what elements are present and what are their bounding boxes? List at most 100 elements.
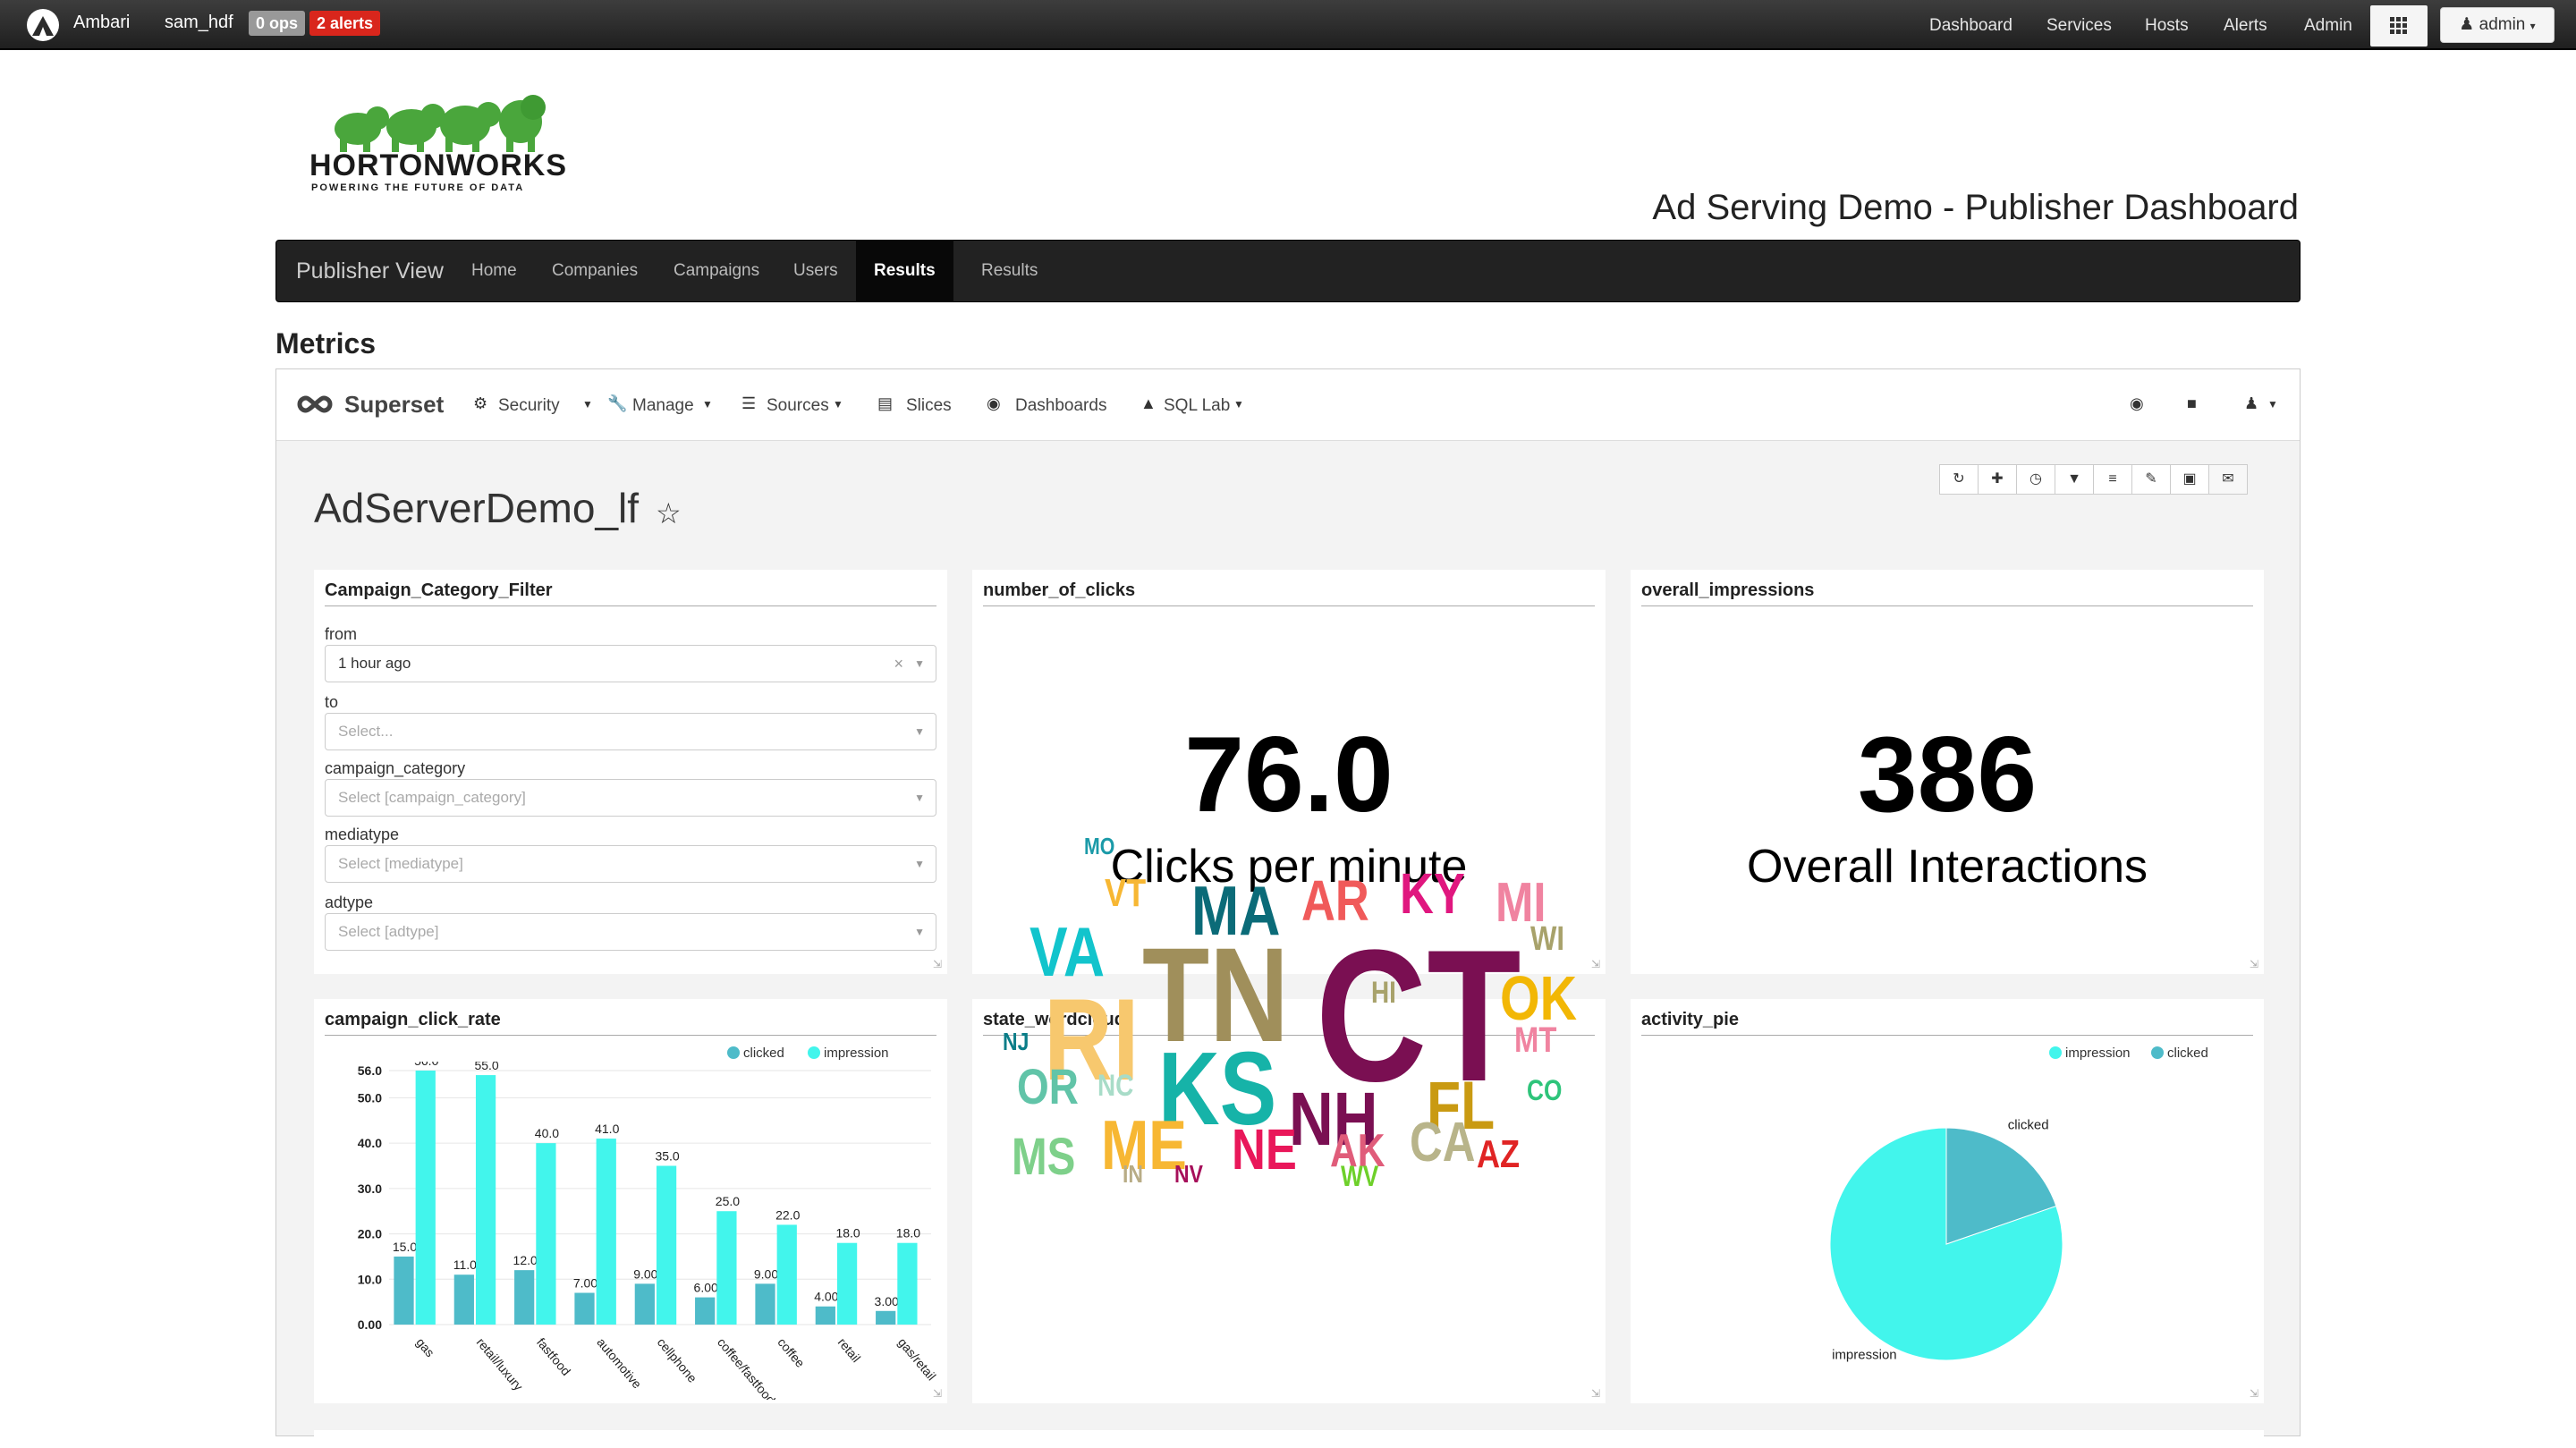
mediatype-select[interactable]: Select [mediatype] ▼ <box>325 845 936 883</box>
alerts-badge[interactable]: 2 alerts <box>309 11 381 36</box>
nav-companies[interactable]: Companies <box>552 261 639 280</box>
word-vt: VT <box>1105 871 1147 915</box>
edit-button[interactable]: ✎ <box>2131 464 2171 495</box>
word-az: AZ <box>1477 1132 1521 1176</box>
legend-impression[interactable]: impression <box>808 1046 889 1061</box>
word-co: CO <box>1527 1074 1563 1106</box>
chevron-down-icon[interactable]: ▼ <box>2267 398 2278 411</box>
user-name: admin <box>2479 15 2526 34</box>
logo-tagline: POWERING THE FUTURE OF DATA <box>311 182 525 193</box>
navbar-brand[interactable]: Publisher View <box>296 258 444 284</box>
word-nh: NH <box>1289 1077 1378 1161</box>
panel-divider <box>1641 605 2253 606</box>
chevron-down-icon[interactable]: ▼ <box>914 792 925 804</box>
resize-handle[interactable]: ⇲ <box>2249 958 2258 970</box>
legend-dot <box>808 1046 820 1059</box>
email-button[interactable]: ✉ <box>2208 464 2248 495</box>
nav-services[interactable]: Services <box>2046 16 2112 35</box>
chevron-down-icon[interactable]: ▼ <box>914 725 925 738</box>
user-menu-button[interactable]: ♟ admin ▾ <box>2440 7 2555 43</box>
cluster-name[interactable]: sam_hdf <box>165 13 233 32</box>
y-tick-label: 30.0 <box>358 1181 382 1196</box>
database-icon: ☰ <box>741 394 757 412</box>
wordcloud-panel: state_wordcloud MO VT MA AR KY MI VA TN CT WI RI HI… <box>972 834 1606 1403</box>
filter-icon: ▼ <box>2067 471 2081 487</box>
logo-wordmark: HORTONWORKS <box>309 148 568 182</box>
menu-security[interactable]: Security <box>498 396 560 415</box>
from-select[interactable]: 1 hour ago × ▼ <box>325 645 936 682</box>
user-icon[interactable]: ♟ <box>2244 394 2259 412</box>
legend-clicked[interactable]: clicked <box>2151 1046 2208 1061</box>
nav-campaigns[interactable]: Campaigns <box>674 261 760 280</box>
add-slice-button[interactable]: ✚ <box>1978 464 2017 495</box>
menu-sources[interactable]: Sources <box>767 396 829 415</box>
menu-slices[interactable]: Slices <box>906 396 952 415</box>
word-va: VA <box>1030 912 1106 991</box>
campaign-category-select[interactable]: Select [campaign_category] ▼ <box>325 779 936 817</box>
nav-dashboard[interactable]: Dashboard <box>1929 16 2012 35</box>
nav-home[interactable]: Home <box>471 261 517 280</box>
word-ky: KY <box>1400 861 1465 926</box>
caret-down-icon: ▾ <box>2529 20 2536 32</box>
menu-dashboards[interactable]: Dashboards <box>1015 396 1107 415</box>
refresh-button[interactable]: ↻ <box>1939 464 1979 495</box>
menu-sql-lab[interactable]: SQL Lab <box>1164 396 1231 415</box>
nav-results[interactable]: Results <box>981 261 1038 280</box>
clicked-slice <box>1945 1127 2057 1245</box>
resize-handle[interactable]: ⇲ <box>932 1387 942 1400</box>
nav-alerts[interactable]: Alerts <box>2224 16 2267 35</box>
ambari-brand[interactable]: Ambari <box>73 13 131 32</box>
favorite-star-icon[interactable]: ☆ <box>656 497 682 529</box>
x-tick-label: gas/retail <box>895 1335 939 1384</box>
word-wv: WV <box>1341 1160 1379 1192</box>
clear-icon[interactable]: × <box>894 655 903 673</box>
to-label: to <box>325 693 339 711</box>
nav-admin[interactable]: Admin <box>2304 16 2352 35</box>
superset-frame: Superset ⚙ Security ▼ 🔧 Manage ▼ ☰ Sourc… <box>275 368 2301 1448</box>
from-label: from <box>325 625 357 643</box>
refresh-icon: ↻ <box>1953 471 1965 487</box>
superset-brand[interactable]: Superset <box>344 391 445 418</box>
chevron-down-icon[interactable]: ▼ <box>914 858 925 870</box>
nav-results-active[interactable]: Results <box>856 241 953 301</box>
plus-icon: ✚ <box>1991 471 2004 487</box>
to-select[interactable]: Select... ▼ <box>325 713 936 750</box>
filters-button[interactable]: ▼ <box>2055 464 2094 495</box>
bar-value-label: 11.0 <box>453 1257 477 1272</box>
filter-panel: Campaign_Category_Filter from 1 hour ago… <box>314 570 947 974</box>
word-in: IN <box>1123 1160 1143 1188</box>
y-tick-label: 0.00 <box>358 1317 382 1332</box>
css-button[interactable]: ≡ <box>2093 464 2132 495</box>
resize-handle[interactable]: ⇲ <box>932 958 942 970</box>
nav-hosts[interactable]: Hosts <box>2145 16 2189 35</box>
legend-impression[interactable]: impression <box>2049 1046 2131 1061</box>
big-number: 76.0 <box>1184 715 1394 834</box>
views-grid-button[interactable] <box>2370 5 2428 47</box>
ambari-logo-icon[interactable] <box>23 7 63 43</box>
github-icon[interactable]: ◉ <box>2130 394 2144 412</box>
adtype-select[interactable]: Select [adtype] ▼ <box>325 913 936 951</box>
chevron-down-icon[interactable]: ▼ <box>914 657 925 670</box>
impression-bar <box>836 1242 858 1325</box>
envelope-icon: ✉ <box>2222 471 2234 487</box>
x-tick-label: retail <box>835 1335 864 1366</box>
resize-handle[interactable]: ⇲ <box>1590 958 1600 970</box>
menu-manage[interactable]: Manage <box>632 396 694 415</box>
book-icon[interactable]: ■ <box>2187 394 2197 412</box>
big-number-subtitle: Clicks per minute <box>1110 841 1468 893</box>
legend-dot <box>2151 1046 2164 1059</box>
chevron-down-icon: ▼ <box>702 398 713 411</box>
resize-handle[interactable]: ⇲ <box>2249 1387 2258 1400</box>
resize-handle[interactable]: ⇲ <box>1590 1387 1600 1400</box>
legend-clicked[interactable]: clicked <box>727 1046 784 1061</box>
mediatype-placeholder: Select [mediatype] <box>338 855 463 872</box>
impressions-panel: overall_impressions 386 Overall Interact… <box>1631 570 2264 974</box>
refresh-interval-button[interactable]: ◷ <box>2016 464 2055 495</box>
nav-users[interactable]: Users <box>793 261 838 280</box>
dashboard-toolbar: ↻ ✚ ◷ ▼ ≡ ✎ ▣ ✉ <box>1939 464 2248 495</box>
chevron-down-icon[interactable]: ▼ <box>914 926 925 938</box>
y-tick-label: 40.0 <box>358 1136 382 1150</box>
ops-badge[interactable]: 0 ops <box>249 11 306 36</box>
chevron-down-icon: ▼ <box>582 398 593 411</box>
save-button[interactable]: ▣ <box>2170 464 2209 495</box>
